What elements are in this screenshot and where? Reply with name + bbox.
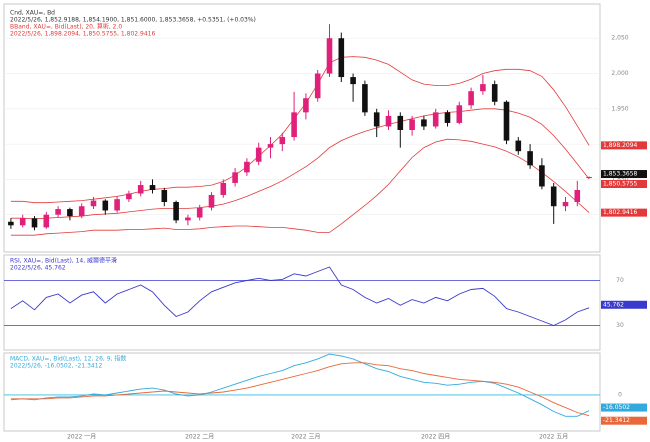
price-tag-bg [601, 141, 647, 150]
candle-body [350, 77, 356, 85]
candle-body [19, 218, 26, 226]
candle-body [55, 209, 61, 215]
candle-body [208, 194, 215, 208]
price-tag: 1,802.9416 [603, 209, 638, 216]
candle-body [255, 147, 262, 162]
candle-body [196, 207, 203, 218]
candle-body [456, 105, 463, 123]
legend-text: MACD, XAU=, Bid(Last), 12, 26, 9, 指数 [10, 355, 126, 363]
legend-info: 2022/5/26, 1,898.2094, 1,850.5755, 1,802… [10, 31, 155, 38]
price-tag-bg [601, 403, 647, 412]
y-tick-label: 2,050 [611, 35, 628, 42]
price-tag-bg [601, 208, 647, 217]
candle-body [515, 140, 522, 152]
candle-body [397, 115, 404, 130]
price-tag: 1,853.3658 [603, 171, 638, 178]
candle-body [267, 144, 274, 148]
price-panel [3, 3, 601, 253]
candle-body [185, 217, 191, 221]
candle-body [562, 202, 569, 207]
candle-body [232, 172, 238, 183]
candle-body [102, 200, 109, 211]
candle-body [244, 161, 250, 173]
candle-body [539, 165, 545, 187]
y-tick-label: 2,000 [611, 70, 628, 77]
y-tick-label: 70 [616, 277, 624, 284]
y-tick-label: 0 [618, 391, 622, 398]
legend-info: 2022/5/26, 1,852.9188, 1,854.1900, 1,851… [10, 17, 256, 24]
legend-info: 2022/5/26, -16.0502, -21.3412 [10, 363, 103, 370]
candle-body [114, 199, 120, 211]
series-line [10, 138, 590, 236]
price-tag: 45.762 [603, 301, 624, 308]
candle-body [137, 185, 144, 194]
x-tick-label: 2022 四月 [421, 434, 450, 441]
candle-body [586, 177, 592, 179]
price-tag: -21.3412 [603, 417, 630, 424]
legend-text: RSI, XAU=, Bid(Last), 14, 威爾德平滑 [10, 257, 117, 265]
candle-body [279, 137, 286, 145]
candle-body [527, 151, 533, 166]
candle-body [338, 38, 345, 78]
candle-body [78, 206, 85, 217]
candle-body [8, 221, 14, 226]
candle-body [220, 182, 227, 195]
series-line [10, 362, 590, 417]
candle-body [432, 112, 439, 127]
x-tick-label: 2022 二月 [185, 434, 214, 441]
price-tag-bg [601, 170, 647, 179]
candle-body [326, 38, 333, 74]
candle-body [373, 112, 380, 127]
candle-body [161, 190, 168, 202]
series-line [10, 353, 590, 417]
x-tick-label: 2022 三月 [291, 434, 320, 441]
candle-body [43, 214, 50, 228]
candle-body [173, 202, 179, 221]
price-tag-bg [601, 300, 647, 309]
price-tag: 1,850.5755 [603, 181, 638, 188]
series-line [10, 56, 590, 204]
candle-body [31, 218, 38, 228]
legend-text: BBand, XAU=, Bid(Last), 20, 算術, 2.0 [10, 23, 122, 31]
candle-body [480, 84, 486, 92]
candle-body [67, 209, 73, 217]
y-tick-label: 30 [616, 322, 624, 329]
y-tick-label: 1,950 [611, 105, 628, 112]
candle-body [314, 73, 321, 99]
candle-body [126, 193, 132, 200]
price-tag-bg [601, 416, 647, 425]
candle-body [362, 84, 368, 113]
candle-body [409, 119, 415, 130]
x-tick-label: 2022 一月 [67, 434, 96, 441]
candle-body [550, 186, 557, 207]
candle-body [149, 185, 156, 190]
candle-body [491, 84, 498, 102]
candle-body [385, 115, 392, 127]
x-tick-label: 2022 五月 [539, 434, 568, 441]
candle-body [444, 112, 451, 123]
price-tag-bg [601, 180, 647, 189]
candle-body [291, 112, 297, 138]
rsi-panel [3, 254, 601, 351]
candle-body [90, 200, 97, 207]
macd-panel [3, 352, 601, 432]
candle-body [574, 190, 581, 202]
legend-text: Cnd, XAU=, Bd [10, 10, 55, 17]
series-line [10, 108, 590, 220]
candle-body [303, 98, 309, 113]
series-line [10, 266, 590, 326]
candle-body [468, 91, 474, 106]
price-tag: 1,898.2094 [603, 142, 638, 149]
y-tick-label: 1,850 [611, 176, 628, 183]
price-tag: -16.0502 [603, 404, 630, 411]
legend-info: 2022/5/26, 45.762 [10, 265, 66, 272]
candle-body [421, 119, 427, 127]
candle-body [503, 101, 510, 141]
